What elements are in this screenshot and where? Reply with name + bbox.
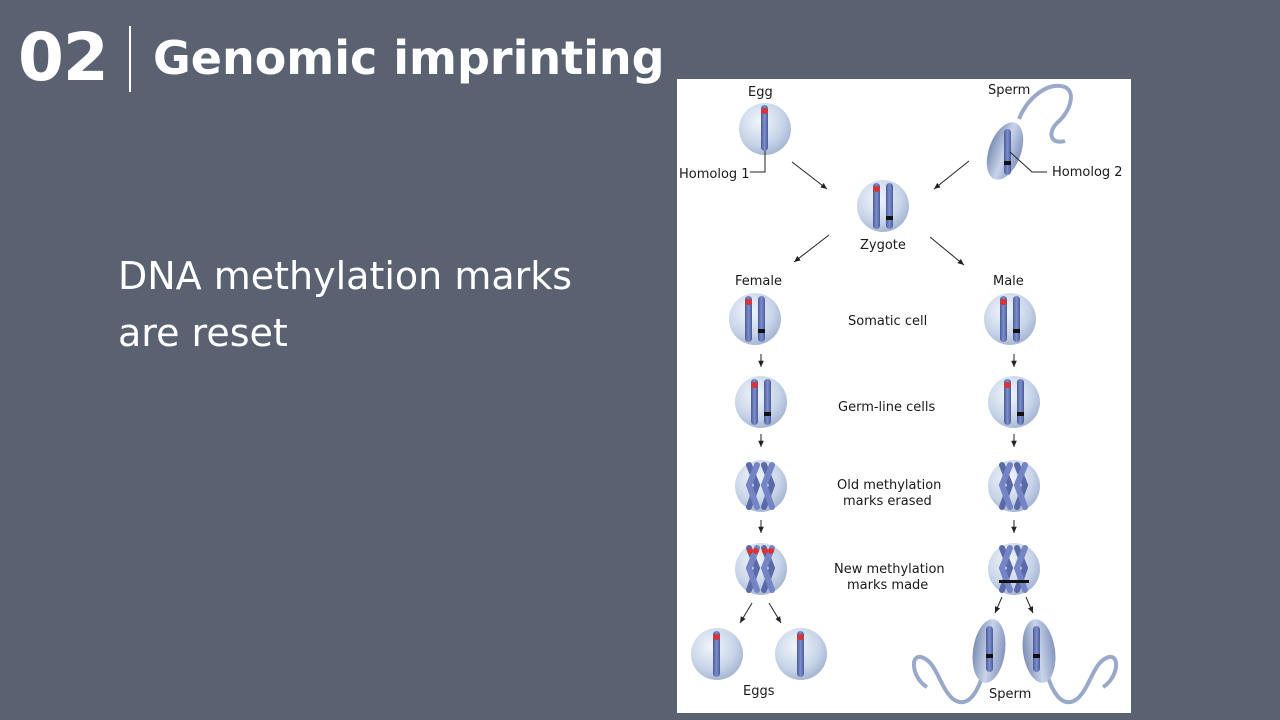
stage-erased-label-1: Old methylation	[837, 478, 941, 493]
female-newmarks-cell	[735, 543, 787, 595]
male-newmarks-cell	[988, 543, 1040, 595]
slide-number: 02	[18, 19, 109, 96]
egg-cell-right	[775, 628, 827, 680]
stage-germline-label: Germ-line cells	[838, 400, 936, 415]
stage-new-label-1: New methylation	[834, 562, 945, 577]
title-divider	[129, 26, 131, 92]
sperm-cell-bottom-right	[1022, 619, 1119, 705]
egg-cell	[739, 103, 791, 155]
homolog1-label: Homolog 1	[679, 167, 750, 182]
egg-label: Egg	[748, 85, 773, 100]
sperm-label-top: Sperm	[988, 83, 1030, 98]
stage-new-label-2: marks made	[847, 578, 928, 593]
female-somatic-cell	[729, 293, 781, 345]
homolog2-label: Homolog 2	[1052, 165, 1123, 180]
zygote-label: Zygote	[860, 238, 906, 253]
stage-somatic-label: Somatic cell	[848, 314, 927, 329]
egg-cell-left	[691, 628, 743, 680]
eggs-label: Eggs	[743, 684, 775, 699]
male-erased-cell	[988, 460, 1040, 512]
female-erased-cell	[735, 460, 787, 512]
sperm-cell-top	[986, 83, 1073, 180]
slide-title: Genomic imprinting	[153, 31, 665, 85]
zygote-cell	[857, 180, 909, 232]
male-label: Male	[993, 274, 1024, 289]
male-germline-cell	[988, 376, 1040, 428]
body-text: DNA methylation marks are reset	[118, 254, 573, 355]
male-somatic-cell	[984, 293, 1036, 345]
female-germline-cell	[735, 376, 787, 428]
stage-erased-label-2: marks erased	[843, 494, 932, 509]
female-label: Female	[735, 274, 782, 289]
sperm-cell-bottom-left	[911, 619, 1006, 705]
imprinting-diagram: Egg Homolog 1 Sperm Homolog 2 Zygote Fem…	[677, 79, 1131, 713]
sperm-label-bottom: Sperm	[989, 687, 1031, 702]
